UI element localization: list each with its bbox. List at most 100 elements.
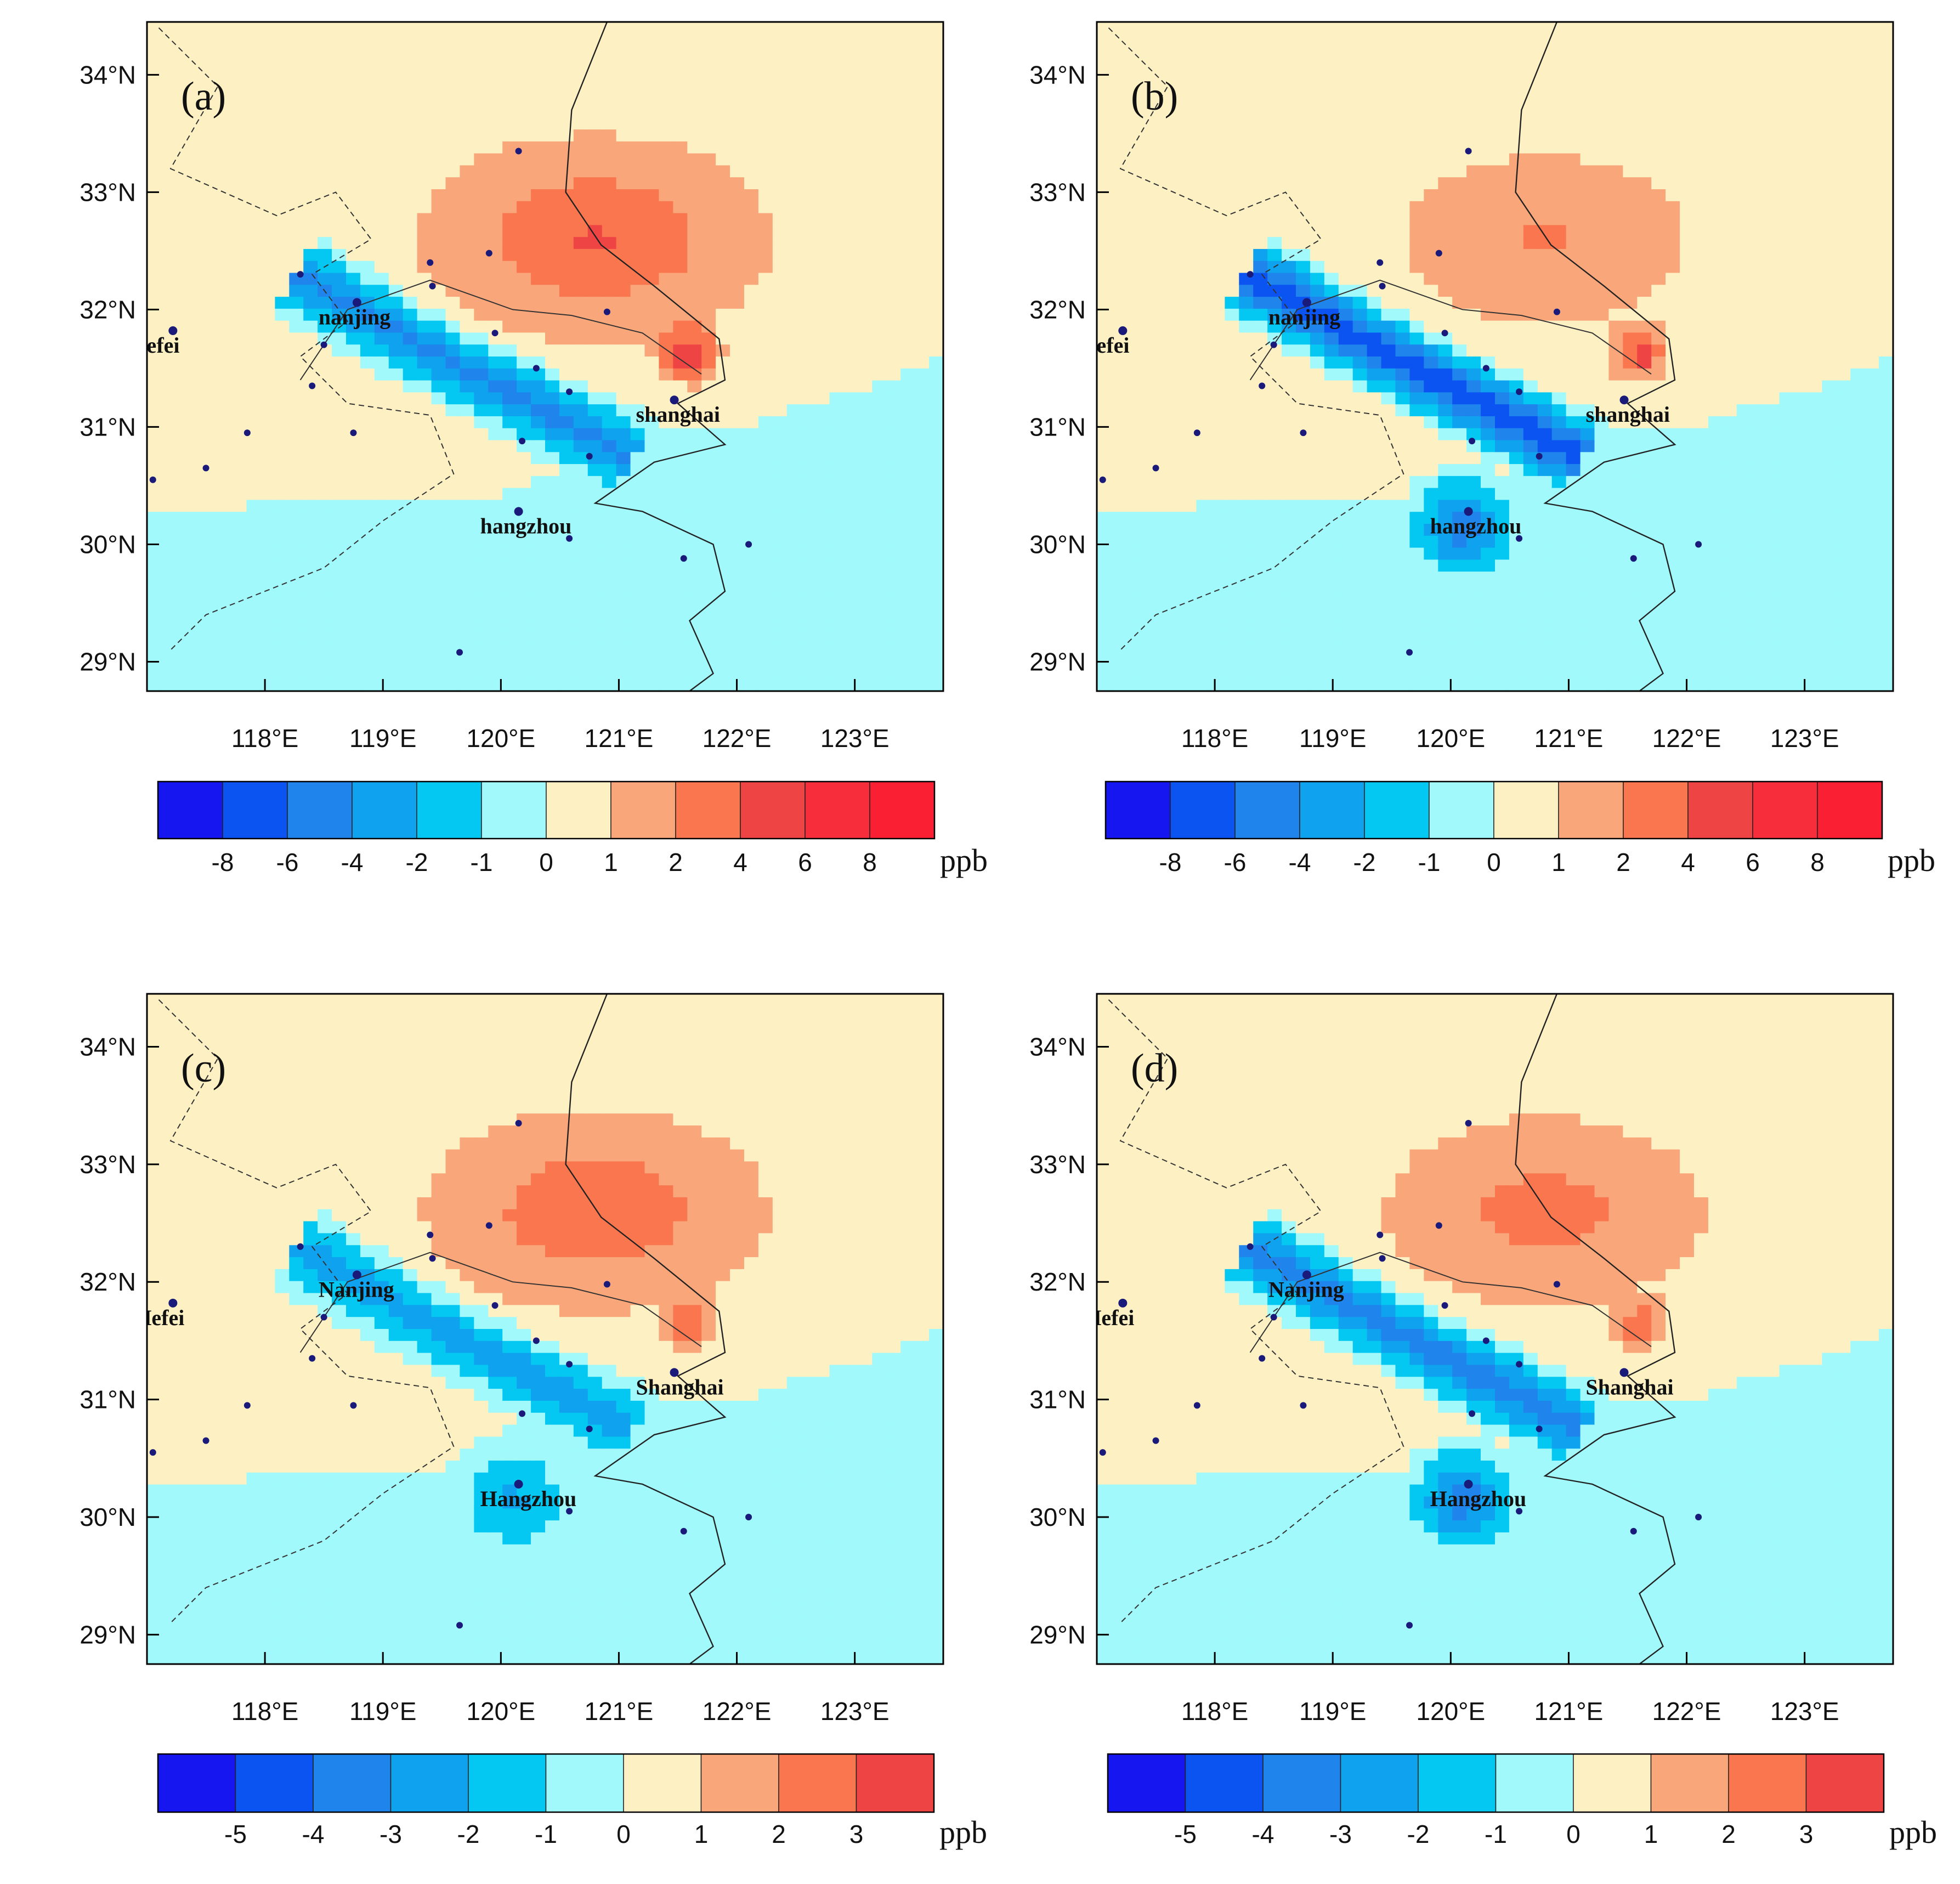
field-cell — [915, 177, 930, 190]
field-cell — [332, 440, 347, 453]
field-cell — [403, 165, 418, 178]
field-cell — [517, 380, 531, 393]
field-cell — [630, 512, 645, 524]
field-cell — [1253, 33, 1268, 47]
field-cell — [1310, 643, 1325, 656]
field-cell — [1395, 619, 1410, 632]
field-cell — [474, 177, 489, 190]
field-cell — [175, 643, 190, 656]
field-cell — [659, 248, 674, 262]
field-cell — [915, 572, 930, 584]
field-cell — [1495, 559, 1510, 573]
field-cell — [1196, 344, 1211, 357]
field-cell — [758, 177, 773, 190]
field-cell — [1523, 141, 1538, 154]
field-cell — [1239, 667, 1254, 680]
field-cell — [616, 392, 631, 405]
field-cell — [1395, 105, 1410, 118]
field-cell — [1125, 512, 1140, 524]
field-cell — [744, 488, 759, 501]
field-cell — [175, 93, 190, 106]
field-cell — [1481, 117, 1496, 130]
field-cell — [644, 81, 660, 94]
field-cell — [403, 572, 418, 584]
field-cell — [1352, 273, 1368, 286]
field-cell — [1523, 655, 1538, 668]
field-cell — [417, 117, 432, 130]
field-cell — [858, 93, 873, 106]
field-cell — [630, 297, 645, 309]
field-cell — [531, 667, 546, 680]
field-cell — [1310, 70, 1325, 82]
field-cell — [161, 297, 176, 309]
field-cell — [1409, 679, 1425, 691]
field-cell — [545, 153, 560, 166]
field-cell — [843, 261, 859, 274]
field-cell — [886, 70, 902, 82]
field-cell — [502, 58, 518, 71]
field-cell — [1267, 380, 1282, 393]
field-cell — [915, 225, 930, 238]
field-cell — [1139, 201, 1154, 214]
field-cell — [1253, 237, 1268, 250]
field-cell — [289, 285, 304, 297]
field-cell — [303, 237, 319, 250]
field-cell — [175, 129, 190, 142]
field-cell — [1097, 297, 1112, 309]
field-cell — [829, 655, 845, 668]
field-cell — [1125, 643, 1140, 656]
field-cell — [1125, 476, 1140, 489]
field-cell — [232, 297, 247, 309]
field-cell — [900, 559, 916, 573]
field-cell — [147, 189, 162, 202]
field-cell — [275, 46, 290, 59]
field-cell — [900, 129, 916, 142]
field-cell — [175, 476, 190, 489]
field-cell — [559, 392, 574, 405]
field-cell — [858, 524, 873, 536]
field-cell — [772, 631, 788, 644]
field-cell — [545, 583, 560, 596]
field-cell — [616, 440, 631, 453]
field-cell — [1367, 237, 1382, 250]
field-cell — [1324, 380, 1339, 393]
field-cell — [289, 58, 304, 71]
field-cell — [1282, 201, 1296, 214]
field-cell — [730, 643, 745, 656]
field-cell — [730, 535, 745, 548]
field-cell — [318, 105, 332, 118]
field-cell — [1111, 81, 1126, 94]
field-cell — [1481, 248, 1496, 262]
field-cell — [1466, 428, 1481, 441]
field-cell — [1324, 213, 1339, 226]
field-cell — [886, 357, 902, 369]
field-cell — [488, 357, 503, 369]
field-cell — [289, 189, 304, 202]
field-cell — [1523, 117, 1538, 130]
field-cell — [829, 572, 845, 584]
field-cell — [318, 141, 332, 154]
field-cell — [260, 58, 276, 71]
field-cell — [616, 380, 631, 393]
field-cell — [829, 404, 845, 417]
field-cell — [630, 58, 645, 71]
field-cell — [403, 189, 418, 202]
field-cell — [360, 655, 375, 668]
field-cell — [587, 512, 603, 524]
field-cell — [644, 404, 660, 417]
field-cell — [232, 129, 247, 142]
field-cell — [659, 213, 674, 226]
field-cell — [417, 33, 432, 47]
field-cell — [602, 559, 617, 573]
field-cell — [374, 595, 389, 608]
field-cell — [886, 512, 902, 524]
field-cell — [815, 46, 830, 59]
field-cell — [260, 320, 276, 333]
field-cell — [730, 559, 745, 573]
field-cell — [502, 488, 518, 501]
field-cell — [1097, 512, 1112, 524]
field-cell — [1239, 46, 1254, 59]
field-cell — [531, 512, 546, 524]
field-cell — [218, 129, 233, 142]
field-cell — [346, 404, 361, 417]
